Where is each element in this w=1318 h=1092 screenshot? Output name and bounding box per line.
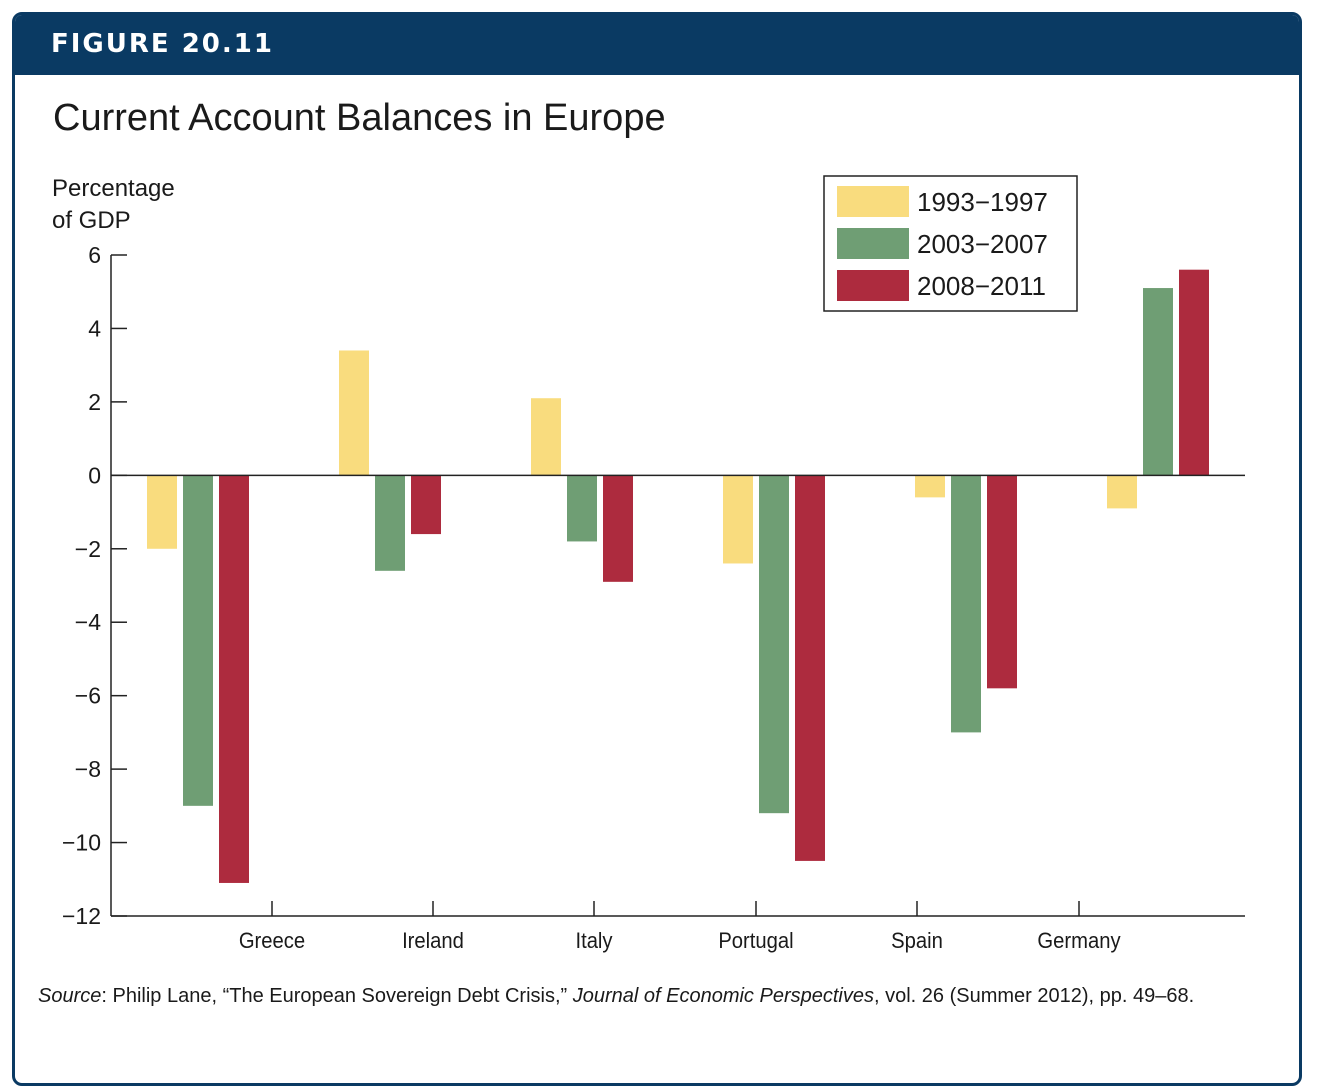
x-tick-label: Germany <box>1037 929 1121 953</box>
y-tick-label: 0 <box>88 462 101 488</box>
source-journal: Journal of Economic Perspectives <box>572 985 874 1007</box>
bar <box>603 475 633 582</box>
figure-label: FIGURE 20.11 <box>51 29 274 59</box>
bar <box>531 398 561 476</box>
bar <box>375 475 405 571</box>
y-tick-label: 6 <box>88 242 101 268</box>
figure-banner: FIGURE 20.11 <box>15 15 1299 75</box>
y-axis-label-line: Percentage <box>52 175 175 202</box>
y-tick-label: −10 <box>62 830 101 856</box>
bar <box>1179 269 1209 476</box>
x-tick-label: Ireland <box>402 929 464 953</box>
source-note: Source: Philip Lane, “The European Sover… <box>38 982 1218 1010</box>
bar <box>339 350 369 476</box>
x-tick-label: Portugal <box>718 929 793 953</box>
legend: 1993−1997 2003−2007 2008−2011 <box>823 175 1078 312</box>
bar <box>147 475 177 549</box>
y-tick-label: −2 <box>75 536 101 562</box>
legend-label: 1993−1997 <box>917 187 1048 217</box>
bar <box>1143 288 1173 476</box>
legend-label: 2003−2007 <box>917 229 1048 259</box>
bar <box>795 475 825 861</box>
source-text-1: : Philip Lane, “The European Sovereign D… <box>101 985 573 1007</box>
y-tick-label: −12 <box>62 903 101 929</box>
bar <box>1107 475 1137 509</box>
y-tick-label: 2 <box>88 389 101 415</box>
legend-swatch <box>837 228 909 259</box>
x-tick-label: Greece <box>239 929 305 953</box>
bar <box>411 475 441 535</box>
y-tick-label: 4 <box>88 315 101 341</box>
bar <box>723 475 753 564</box>
y-tick-label: −4 <box>75 609 101 635</box>
x-tick-label: Italy <box>575 929 613 953</box>
bar <box>567 475 597 542</box>
chart-title: Current Account Balances in Europe <box>53 97 666 139</box>
source-text-2: , vol. 26 (Summer 2012), pp. 49–68. <box>873 985 1195 1007</box>
legend-swatch <box>837 270 909 301</box>
y-tick-label: −8 <box>75 756 101 782</box>
bar <box>987 475 1017 689</box>
bar <box>915 475 945 498</box>
legend-label: 2008−2011 <box>917 271 1046 301</box>
bar <box>759 475 789 814</box>
y-tick-label: −6 <box>75 683 101 709</box>
source-prefix: Source <box>38 985 102 1007</box>
bar <box>951 475 981 733</box>
bar <box>183 475 213 806</box>
x-tick-label: Spain <box>891 929 943 953</box>
y-axis-label-line: of GDP <box>52 207 131 234</box>
legend-swatch <box>837 186 909 217</box>
bar <box>219 475 249 883</box>
